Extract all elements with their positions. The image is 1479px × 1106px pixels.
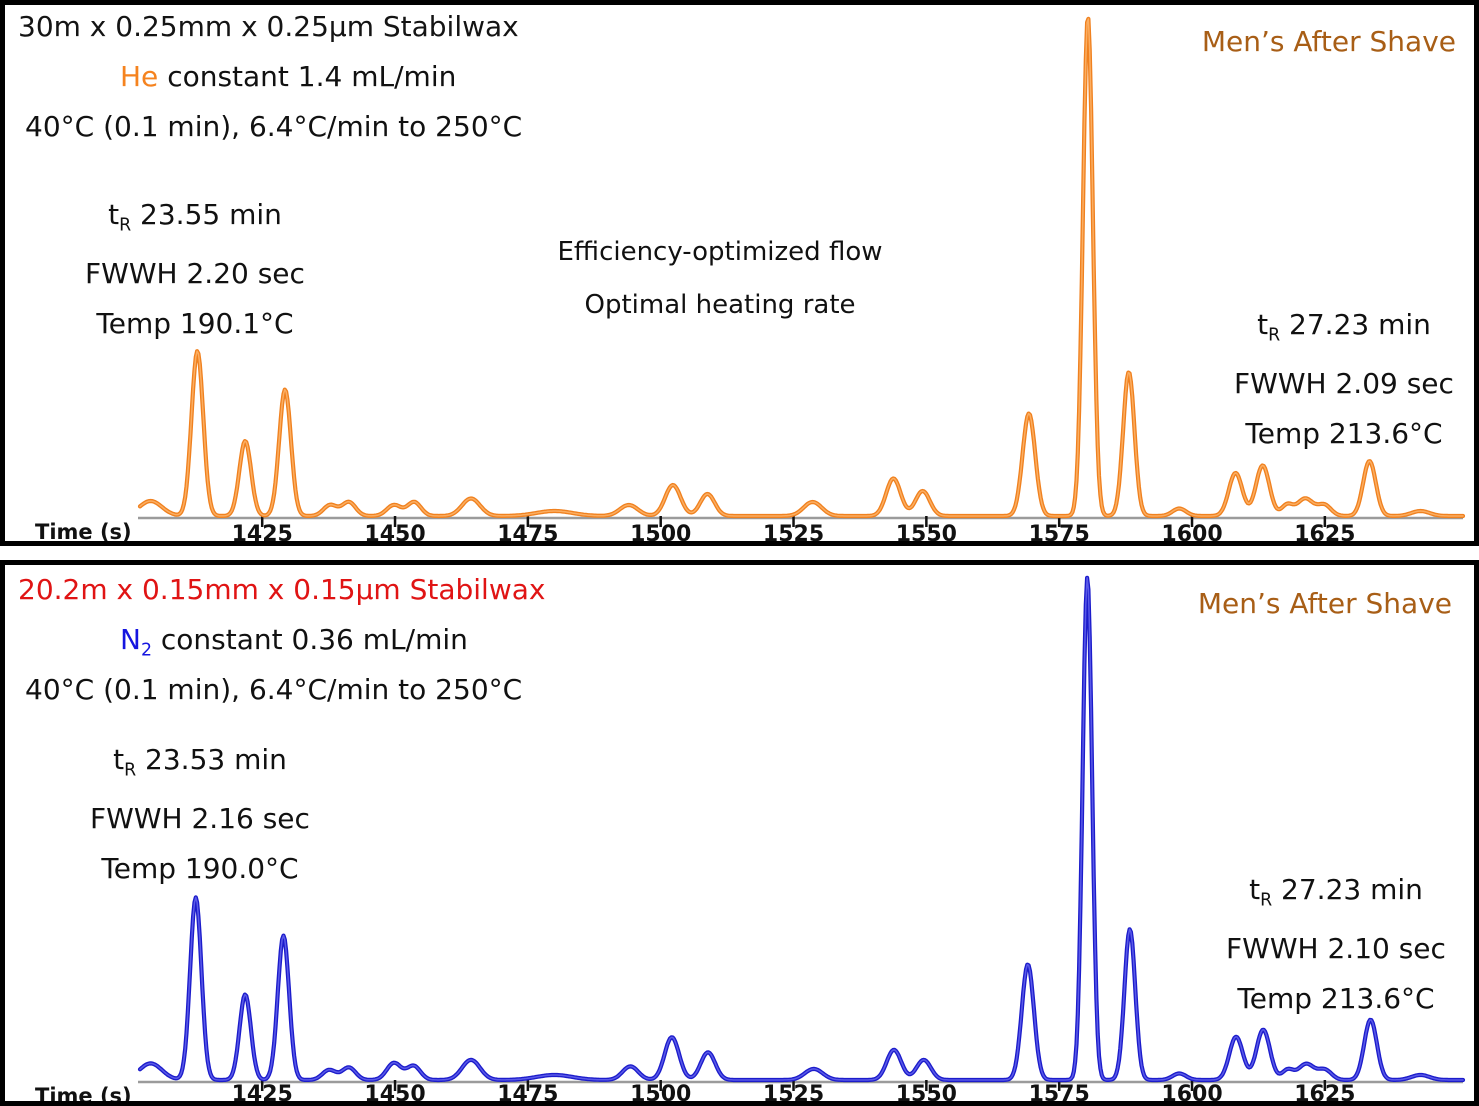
svg-text:1625: 1625 <box>1294 522 1355 541</box>
svg-text:1475: 1475 <box>497 522 558 541</box>
center-note: Efficiency-optimized flow Optimal heatin… <box>510 238 930 319</box>
svg-text:1500: 1500 <box>630 522 691 541</box>
peak2-annotation: tR 27.23 min FWWH 2.09 sec Temp 213.6°C <box>1213 308 1474 451</box>
svg-text:1475: 1475 <box>497 1082 558 1101</box>
peak1-annotation: tR 23.53 min FWWH 2.16 sec Temp 190.0°C <box>65 743 335 886</box>
sample-name: Men’s After Shave <box>1197 587 1452 620</box>
oven-program-line: 40°C (0.1 min), 6.4°C/min to 250°C <box>25 673 523 706</box>
center-note-line1: Efficiency-optimized flow <box>557 237 883 267</box>
peak2-temp: Temp 213.6°C <box>1245 417 1443 451</box>
panel-nitrogen-chromatogram: 1425 1450 1475 1500 1525 1550 1575 1600 1625 20.… <box>0 560 1479 1106</box>
column-spec-title: 30m x 0.25mm x 0.25µm Stabilwax <box>18 10 519 43</box>
carrier-gas-flow: constant 0.36 mL/min <box>160 623 468 656</box>
peak2-retention-time: tR 27.23 min <box>1249 873 1423 911</box>
peak1-temp: Temp 190.1°C <box>96 307 294 341</box>
peak1-temp: Temp 190.0°C <box>101 852 299 886</box>
svg-text:1525: 1525 <box>763 522 824 541</box>
svg-text:1575: 1575 <box>1029 1082 1090 1101</box>
chromatogram-plot-nitrogen: 1425 1450 1475 1500 1525 1550 1575 1600 1625 <box>137 575 1466 1101</box>
peak2-fwwh: FWWH 2.09 sec <box>1234 366 1454 400</box>
peak2-fwwh: FWWH 2.10 sec <box>1226 931 1446 965</box>
svg-text:1525: 1525 <box>763 1082 824 1101</box>
peak1-annotation: tR 23.55 min FWWH 2.20 sec Temp 190.1°C <box>60 198 330 341</box>
svg-text:1450: 1450 <box>364 1082 425 1101</box>
column-spec-title: 20.2m x 0.15mm x 0.15µm Stabilwax <box>18 573 546 606</box>
carrier-gas-symbol: He <box>120 60 159 93</box>
peak1-fwwh: FWWH 2.16 sec <box>90 801 310 835</box>
svg-text:1500: 1500 <box>630 1082 691 1101</box>
chromatogram-plot-helium: 1425 1450 1475 1500 1525 1550 1575 1600 1625 <box>137 16 1466 541</box>
center-note-line2: Optimal heating rate <box>584 289 856 320</box>
carrier-gas-flow: constant 1.4 mL/min <box>167 60 457 93</box>
peak2-retention-time: tR 27.23 min <box>1257 308 1431 346</box>
time-axis-label: Time (s) <box>35 1084 132 1106</box>
svg-text:1600: 1600 <box>1161 522 1222 541</box>
svg-text:1625: 1625 <box>1294 1082 1355 1101</box>
peak1-fwwh: FWWH 2.20 sec <box>85 256 305 290</box>
panel-helium-chromatogram: 1425 1450 1475 1500 1525 1550 1575 1600 1625 30m… <box>0 0 1479 546</box>
svg-text:1425: 1425 <box>232 522 293 541</box>
oven-program-line: 40°C (0.1 min), 6.4°C/min to 250°C <box>25 110 523 143</box>
peak1-retention-time: tR 23.53 min <box>113 743 287 781</box>
carrier-gas-symbol: N2 <box>120 623 152 661</box>
carrier-gas-line: He constant 1.4 mL/min <box>120 60 457 98</box>
time-axis-label: Time (s) <box>35 520 132 544</box>
peak1-retention-time: tR 23.55 min <box>108 198 282 236</box>
svg-text:1450: 1450 <box>364 522 425 541</box>
peak2-annotation: tR 27.23 min FWWH 2.10 sec Temp 213.6°C <box>1205 873 1467 1016</box>
svg-text:1550: 1550 <box>896 522 957 541</box>
sample-name: Men’s After Shave <box>1201 25 1456 58</box>
carrier-gas-line: N2 constant 0.36 mL/min <box>120 623 468 661</box>
peak2-temp: Temp 213.6°C <box>1237 982 1435 1016</box>
svg-text:1550: 1550 <box>896 1082 957 1101</box>
svg-text:1425: 1425 <box>232 1082 293 1101</box>
svg-text:1600: 1600 <box>1161 1082 1222 1101</box>
svg-text:1575: 1575 <box>1029 522 1090 541</box>
